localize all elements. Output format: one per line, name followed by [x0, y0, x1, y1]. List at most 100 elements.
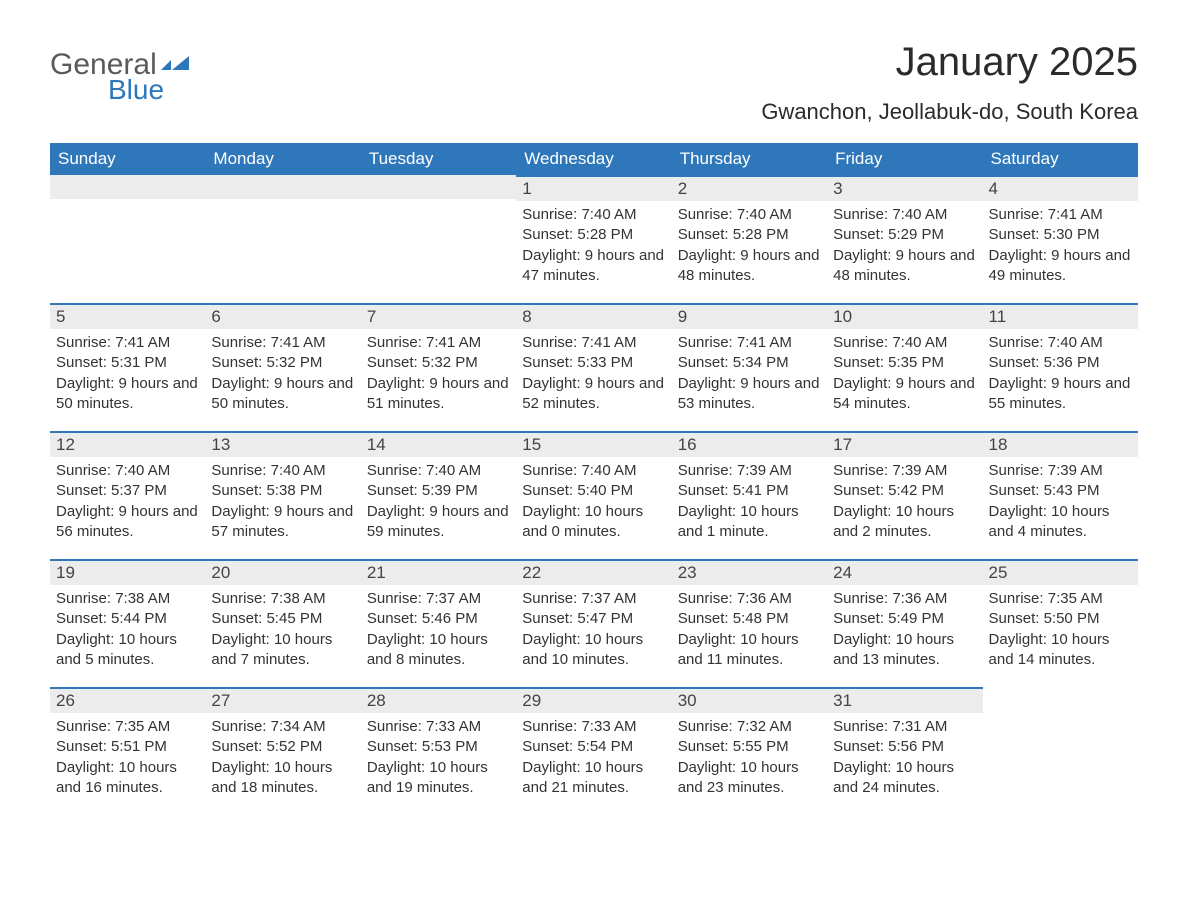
day-details: Sunrise: 7:40 AMSunset: 5:29 PMDaylight:…	[827, 201, 982, 298]
day-cell: 8Sunrise: 7:41 AMSunset: 5:33 PMDaylight…	[516, 303, 671, 431]
daylight-line: Daylight: 10 hours and 13 minutes.	[833, 630, 976, 671]
sunset-line: Sunset: 5:52 PM	[211, 737, 354, 757]
sunrise-value: 7:37 AM	[426, 590, 481, 607]
sunset-label: Sunset:	[367, 354, 422, 371]
day-number: 12	[50, 431, 205, 457]
sunrise-line: Sunrise: 7:40 AM	[522, 205, 665, 225]
sunset-value: 5:34 PM	[733, 354, 789, 371]
day-number: 4	[983, 175, 1138, 201]
day-cell: 18Sunrise: 7:39 AMSunset: 5:43 PMDayligh…	[983, 431, 1138, 559]
sunrise-line: Sunrise: 7:41 AM	[678, 333, 821, 353]
daylight-label: Daylight:	[678, 247, 741, 264]
sunset-line: Sunset: 5:43 PM	[989, 481, 1132, 501]
day-number: 19	[50, 559, 205, 585]
day-cell: 17Sunrise: 7:39 AMSunset: 5:42 PMDayligh…	[827, 431, 982, 559]
day-cell	[361, 175, 516, 303]
sunrise-value: 7:39 AM	[1048, 462, 1103, 479]
day-number: 2	[672, 175, 827, 201]
day-cell: 4Sunrise: 7:41 AMSunset: 5:30 PMDaylight…	[983, 175, 1138, 303]
daylight-line: Daylight: 9 hours and 55 minutes.	[989, 374, 1132, 415]
day-cell: 21Sunrise: 7:37 AMSunset: 5:46 PMDayligh…	[361, 559, 516, 687]
sunset-value: 5:43 PM	[1044, 482, 1100, 499]
day-number: 27	[205, 687, 360, 713]
sunrise-line: Sunrise: 7:40 AM	[522, 461, 665, 481]
sunset-label: Sunset:	[989, 482, 1044, 499]
sunrise-line: Sunrise: 7:41 AM	[367, 333, 510, 353]
day-details: Sunrise: 7:40 AMSunset: 5:38 PMDaylight:…	[205, 457, 360, 554]
sunset-line: Sunset: 5:54 PM	[522, 737, 665, 757]
day-number: 1	[516, 175, 671, 201]
day-number: 14	[361, 431, 516, 457]
daylight-line: Daylight: 10 hours and 5 minutes.	[56, 630, 199, 671]
sunrise-line: Sunrise: 7:41 AM	[56, 333, 199, 353]
weekday-header: Tuesday	[361, 143, 516, 175]
day-cell	[50, 175, 205, 303]
sunrise-value: 7:40 AM	[115, 462, 170, 479]
daylight-label: Daylight:	[522, 247, 585, 264]
daylight-label: Daylight:	[522, 759, 585, 776]
calendar-body: 1Sunrise: 7:40 AMSunset: 5:28 PMDaylight…	[50, 175, 1138, 815]
daylight-label: Daylight:	[56, 759, 119, 776]
sunset-value: 5:50 PM	[1044, 610, 1100, 627]
sunset-line: Sunset: 5:51 PM	[56, 737, 199, 757]
sunrise-label: Sunrise:	[678, 718, 737, 735]
day-details: Sunrise: 7:31 AMSunset: 5:56 PMDaylight:…	[827, 713, 982, 810]
day-details: Sunrise: 7:41 AMSunset: 5:32 PMDaylight:…	[361, 329, 516, 426]
day-number: 24	[827, 559, 982, 585]
sunrise-line: Sunrise: 7:37 AM	[367, 589, 510, 609]
sunset-line: Sunset: 5:29 PM	[833, 225, 976, 245]
sunrise-label: Sunrise:	[678, 462, 737, 479]
day-cell: 7Sunrise: 7:41 AMSunset: 5:32 PMDaylight…	[361, 303, 516, 431]
day-cell: 12Sunrise: 7:40 AMSunset: 5:37 PMDayligh…	[50, 431, 205, 559]
sunset-value: 5:42 PM	[888, 482, 944, 499]
day-number: 28	[361, 687, 516, 713]
sunrise-value: 7:41 AM	[426, 334, 481, 351]
day-details: Sunrise: 7:40 AMSunset: 5:28 PMDaylight:…	[672, 201, 827, 298]
daylight-label: Daylight:	[367, 759, 430, 776]
daylight-line: Daylight: 9 hours and 48 minutes.	[678, 246, 821, 287]
day-cell: 13Sunrise: 7:40 AMSunset: 5:38 PMDayligh…	[205, 431, 360, 559]
daylight-line: Daylight: 10 hours and 0 minutes.	[522, 502, 665, 543]
day-number: 26	[50, 687, 205, 713]
day-number: 5	[50, 303, 205, 329]
day-details: Sunrise: 7:41 AMSunset: 5:30 PMDaylight:…	[983, 201, 1138, 298]
sunset-label: Sunset:	[367, 610, 422, 627]
day-details: Sunrise: 7:41 AMSunset: 5:33 PMDaylight:…	[516, 329, 671, 426]
daylight-label: Daylight:	[522, 375, 585, 392]
day-details: Sunrise: 7:32 AMSunset: 5:55 PMDaylight:…	[672, 713, 827, 810]
sunset-line: Sunset: 5:33 PM	[522, 353, 665, 373]
calendar: SundayMondayTuesdayWednesdayThursdayFrid…	[50, 143, 1138, 815]
daylight-line: Daylight: 9 hours and 49 minutes.	[989, 246, 1132, 287]
sunrise-line: Sunrise: 7:33 AM	[367, 717, 510, 737]
sunrise-value: 7:40 AM	[581, 206, 636, 223]
sunset-line: Sunset: 5:31 PM	[56, 353, 199, 373]
sunset-line: Sunset: 5:40 PM	[522, 481, 665, 501]
sunrise-label: Sunrise:	[833, 206, 892, 223]
day-cell: 9Sunrise: 7:41 AMSunset: 5:34 PMDaylight…	[672, 303, 827, 431]
day-cell: 26Sunrise: 7:35 AMSunset: 5:51 PMDayligh…	[50, 687, 205, 815]
sunset-label: Sunset:	[678, 354, 733, 371]
day-cell: 6Sunrise: 7:41 AMSunset: 5:32 PMDaylight…	[205, 303, 360, 431]
day-cell: 23Sunrise: 7:36 AMSunset: 5:48 PMDayligh…	[672, 559, 827, 687]
sunset-value: 5:44 PM	[111, 610, 167, 627]
sunrise-value: 7:34 AM	[271, 718, 326, 735]
day-cell: 2Sunrise: 7:40 AMSunset: 5:28 PMDaylight…	[672, 175, 827, 303]
sunset-label: Sunset:	[678, 738, 733, 755]
daylight-label: Daylight:	[367, 503, 430, 520]
sunset-label: Sunset:	[678, 226, 733, 243]
day-number: 10	[827, 303, 982, 329]
daylight-label: Daylight:	[56, 631, 119, 648]
sunrise-value: 7:40 AM	[737, 206, 792, 223]
daylight-line: Daylight: 9 hours and 48 minutes.	[833, 246, 976, 287]
daylight-label: Daylight:	[833, 503, 896, 520]
sunset-line: Sunset: 5:46 PM	[367, 609, 510, 629]
daylight-line: Daylight: 10 hours and 2 minutes.	[833, 502, 976, 543]
sunset-label: Sunset:	[522, 226, 577, 243]
weekday-header: Thursday	[672, 143, 827, 175]
sunset-label: Sunset:	[522, 354, 577, 371]
day-details: Sunrise: 7:34 AMSunset: 5:52 PMDaylight:…	[205, 713, 360, 810]
daylight-label: Daylight:	[833, 247, 896, 264]
day-number: 13	[205, 431, 360, 457]
daylight-line: Daylight: 9 hours and 52 minutes.	[522, 374, 665, 415]
day-number: 16	[672, 431, 827, 457]
